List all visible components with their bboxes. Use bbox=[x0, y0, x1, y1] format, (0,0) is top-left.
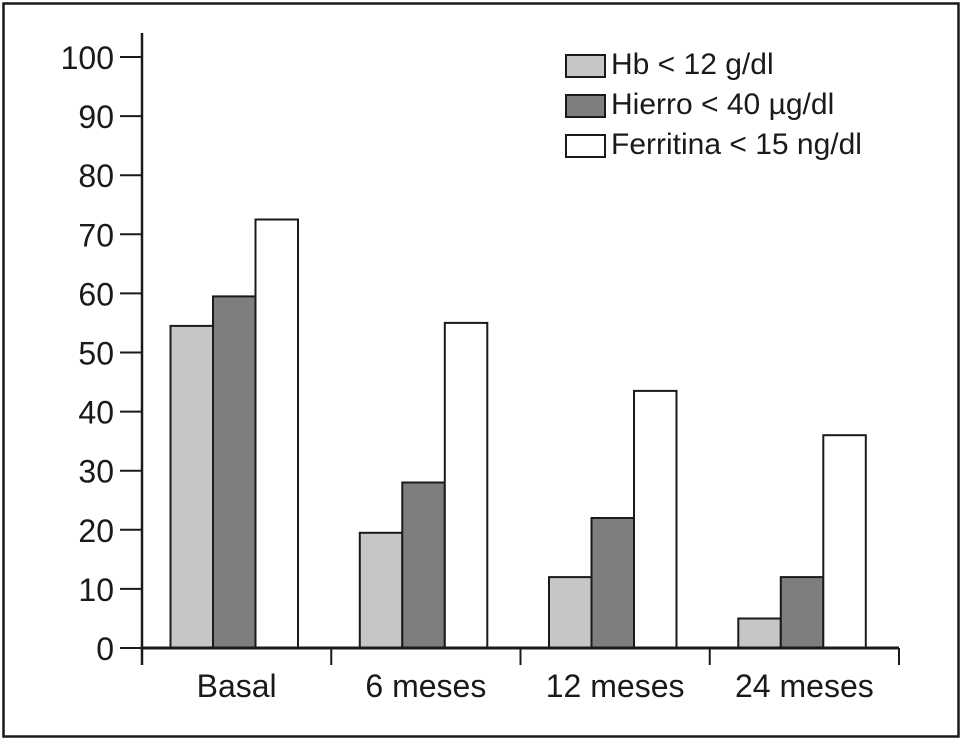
bar-24-meses-s0 bbox=[737, 617, 782, 650]
y-tick-label: 30 bbox=[78, 454, 114, 490]
y-tick-label: 40 bbox=[78, 395, 114, 431]
legend-label-s2: Ferritina < 15 ng/dl bbox=[611, 128, 862, 161]
bar-24-meses-s1 bbox=[779, 576, 825, 649]
y-axis-group: 0 10 20 30 40 50 60 70 80 90 100 bbox=[61, 33, 144, 667]
legend-swatch-s1 bbox=[565, 94, 606, 118]
legend-label-s1: Hierro < 40 µg/dl bbox=[611, 88, 834, 121]
y-tick-label: 0 bbox=[96, 631, 114, 667]
bar-12-meses-s2 bbox=[633, 389, 678, 649]
y-tick-label: 50 bbox=[78, 336, 114, 372]
bar-6-meses-s2 bbox=[443, 321, 489, 649]
bar-Basal-s2 bbox=[254, 218, 299, 649]
y-tick-label: 10 bbox=[78, 572, 114, 608]
x-axis-group: Basal 6 meses 12 meses 24 meses bbox=[141, 646, 900, 704]
x-category-label: 24 meses bbox=[735, 668, 874, 704]
bar-12-meses-s1 bbox=[590, 517, 635, 649]
x-category-label: Basal bbox=[197, 668, 277, 704]
legend-swatch-s2 bbox=[565, 134, 606, 158]
bars-group bbox=[169, 218, 867, 650]
x-category-label: 12 meses bbox=[546, 668, 685, 704]
y-tick-label: 90 bbox=[78, 99, 114, 135]
y-tick-label: 60 bbox=[78, 276, 114, 312]
y-tick-label: 70 bbox=[78, 217, 114, 253]
legend: Hb < 12 g/dl Hierro < 40 µg/dl Ferritina <… bbox=[565, 48, 862, 161]
x-category-label: 6 meses bbox=[365, 668, 486, 704]
legend-swatch-s0 bbox=[565, 54, 606, 78]
bar-6-meses-s0 bbox=[358, 531, 404, 649]
bar-Basal-s1 bbox=[212, 295, 257, 649]
y-tick-label: 100 bbox=[61, 40, 114, 76]
legend-label-s0: Hb < 12 g/dl bbox=[611, 48, 774, 81]
bar-24-meses-s2 bbox=[822, 434, 867, 650]
bar-6-meses-s1 bbox=[401, 481, 446, 649]
y-tick-label: 80 bbox=[78, 158, 114, 194]
y-tick-label: 20 bbox=[78, 513, 114, 549]
bar-12-meses-s0 bbox=[548, 576, 593, 649]
bar-Basal-s0 bbox=[169, 324, 214, 649]
